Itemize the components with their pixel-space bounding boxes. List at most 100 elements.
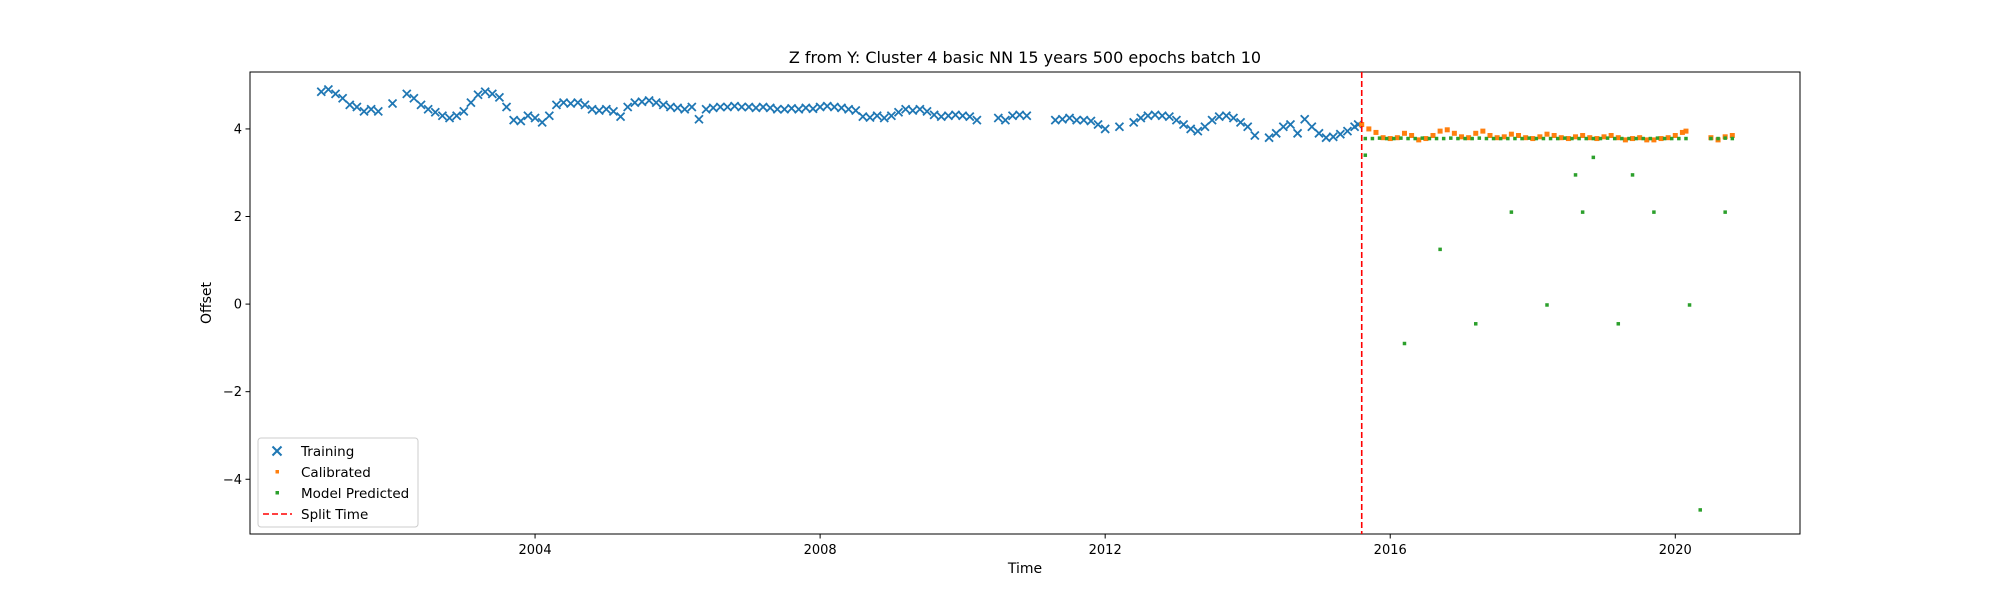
training-point <box>1050 115 1060 125</box>
training-point <box>808 104 818 114</box>
legend-label-training: Training <box>300 444 354 460</box>
training-point <box>1022 111 1032 121</box>
training-point <box>687 102 697 112</box>
training-point <box>1300 114 1310 124</box>
legend-marker-training <box>271 445 283 457</box>
training-point <box>330 89 341 99</box>
calibrated-point <box>1387 136 1393 142</box>
training-point <box>1064 113 1075 123</box>
model-predicted-point <box>1370 136 1375 141</box>
calibrated-point <box>1587 135 1593 141</box>
plot-area <box>249 71 1801 535</box>
model-predicted-point <box>1698 508 1702 512</box>
training-point <box>658 100 668 110</box>
legend-item-calibrated: Calibrated <box>275 465 371 481</box>
training-point <box>708 103 718 113</box>
calibrated-point <box>1508 131 1514 137</box>
chart-title: Z from Y: Cluster 4 basic NN 15 years 50… <box>789 48 1261 67</box>
training-point <box>466 98 476 108</box>
training-point <box>836 103 847 113</box>
training-point <box>929 110 939 120</box>
training-point <box>751 103 761 113</box>
training-point <box>323 84 334 95</box>
training-point <box>615 112 626 122</box>
training-point <box>651 98 661 108</box>
y-tick-label: 2 <box>234 210 242 225</box>
model-predicted-point <box>1723 136 1727 140</box>
calibrated-point <box>1622 137 1628 143</box>
training-point <box>1186 124 1196 134</box>
model-predicted-point <box>1570 136 1574 141</box>
legend: Training Calibrated Model Predicted Spli… <box>257 437 419 528</box>
calibrated-point <box>1729 133 1735 138</box>
model-predicted-point <box>1591 155 1596 160</box>
model-predicted-point <box>1662 136 1667 141</box>
training-point <box>908 105 918 116</box>
model-predicted-point <box>1723 210 1727 214</box>
calibrated-point <box>1423 136 1429 142</box>
model-predicted-point <box>1399 136 1403 140</box>
calibrated-point <box>1637 135 1643 141</box>
training-point <box>943 111 954 121</box>
model-predicted-point <box>1406 136 1410 141</box>
training-point <box>373 106 383 117</box>
legend-label-split-time: Split Time <box>301 507 368 523</box>
model-predicted-point <box>1684 136 1688 141</box>
calibrated-point <box>1516 133 1522 138</box>
calibrated-point <box>1416 137 1422 143</box>
model-predicted-point <box>1709 136 1713 141</box>
legend-marker-calibrated <box>275 470 279 474</box>
training-point <box>473 90 483 100</box>
calibrated-point <box>1558 135 1564 141</box>
training-point <box>544 111 554 121</box>
training-point <box>608 106 619 117</box>
training-point <box>530 113 540 123</box>
x-tick-label: 2012 <box>1089 543 1122 558</box>
training-point <box>972 115 982 125</box>
calibrated-point <box>1451 130 1457 136</box>
calibrated-point <box>1651 137 1657 143</box>
training-point <box>1221 111 1231 121</box>
calibrated-point <box>1544 131 1550 137</box>
model-predicted-point <box>1463 136 1467 141</box>
series-layer <box>316 84 1735 512</box>
training-point <box>1171 115 1182 125</box>
training-point <box>1335 129 1345 139</box>
series-model-predicted <box>1363 136 1735 512</box>
calibrated-point <box>1523 135 1529 141</box>
training-point <box>1307 122 1317 132</box>
training-point <box>1243 122 1253 132</box>
legend-frame <box>257 437 419 528</box>
calibrated-point <box>1473 130 1479 136</box>
model-predicted-point <box>1627 136 1631 141</box>
model-predicted-point <box>1392 136 1396 141</box>
calibrated-point <box>1644 137 1650 143</box>
series-calibrated <box>1359 122 1735 143</box>
model-predicted-point <box>1584 136 1588 141</box>
calibrated-point <box>1480 128 1486 134</box>
training-point <box>915 104 925 114</box>
training-point <box>1328 132 1338 142</box>
training-point <box>1178 119 1189 130</box>
training-point <box>1136 113 1146 123</box>
model-predicted-point <box>1598 136 1603 141</box>
legend-item-model-predicted: Model Predicted <box>275 486 409 502</box>
training-point <box>694 114 704 124</box>
model-predicted-point <box>1363 136 1368 141</box>
training-point <box>665 102 676 112</box>
calibrated-point <box>1594 136 1600 142</box>
model-predicted-point <box>1420 136 1425 140</box>
model-predicted-point <box>1402 341 1407 346</box>
calibrated-point <box>1679 129 1685 135</box>
model-predicted-point <box>1634 136 1638 141</box>
model-predicted-point <box>1470 136 1474 141</box>
calibrated-point <box>1630 136 1636 142</box>
model-predicted-point <box>1541 136 1546 141</box>
training-point <box>537 117 547 127</box>
calibrated-point <box>1530 136 1536 142</box>
training-point <box>744 102 754 112</box>
model-predicted-point <box>1616 322 1621 326</box>
training-point <box>637 97 647 107</box>
model-predicted-point <box>1520 136 1524 141</box>
